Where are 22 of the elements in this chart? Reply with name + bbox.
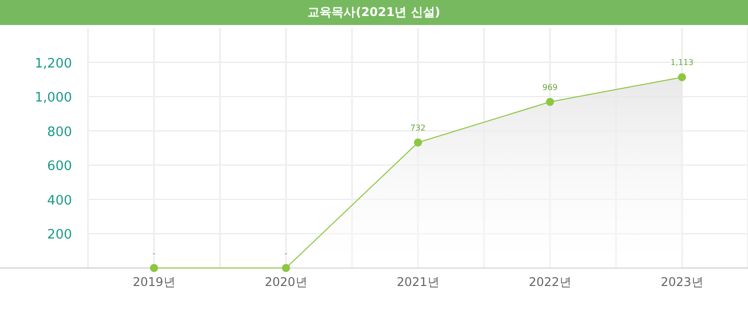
y-tick-label: 600	[47, 159, 72, 174]
y-tick-label: 200	[47, 228, 72, 243]
chart-title: 교육목사(2021년 신설)	[0, 0, 748, 25]
x-tick-label: 2020년	[264, 275, 308, 289]
point	[282, 264, 290, 272]
point	[414, 138, 422, 147]
x-tick-label: 2021년	[396, 275, 440, 289]
y-tick-label: 1,000	[34, 90, 72, 106]
point	[150, 264, 158, 272]
x-tick-label: 2019년	[132, 275, 176, 289]
data-label: -	[284, 249, 288, 258]
point	[546, 98, 554, 106]
data-label: 732	[410, 124, 426, 133]
y-tick-label: 400	[47, 193, 72, 208]
data-label: 1,113	[670, 58, 694, 68]
data-label: 969	[542, 82, 558, 92]
y-tick-label: 1,200	[34, 56, 72, 72]
x-tick-label: 2022년	[528, 275, 572, 289]
data-label: -	[152, 249, 156, 258]
point	[678, 73, 686, 82]
x-tick-label: 2023년	[660, 275, 704, 289]
y-tick-label: 800	[47, 124, 72, 140]
